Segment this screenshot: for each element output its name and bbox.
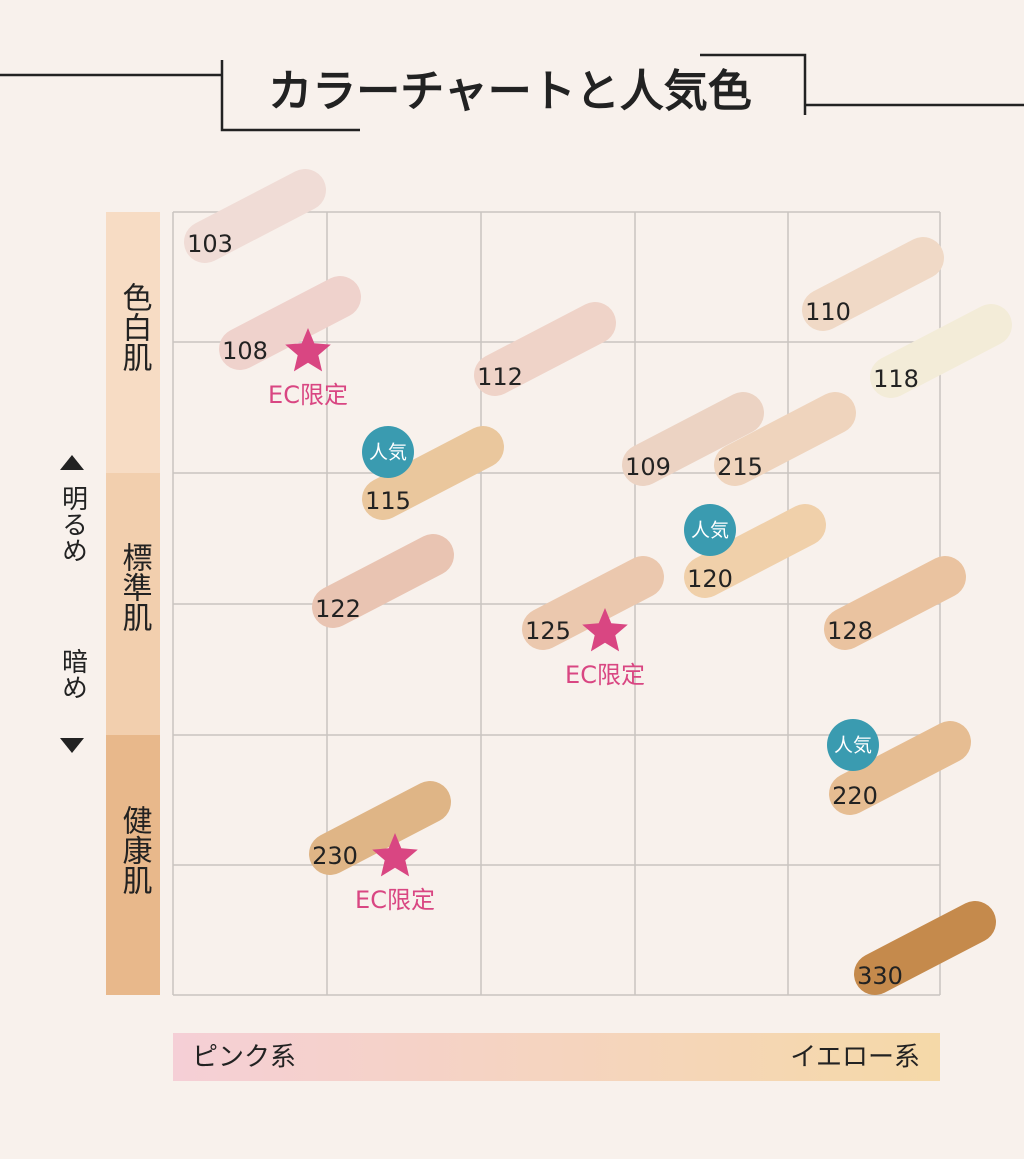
popular-badge xyxy=(684,504,736,556)
swatch xyxy=(714,392,856,486)
swatch-label: 103 xyxy=(187,230,233,258)
badge-text: 人気 xyxy=(834,735,872,757)
swatch xyxy=(829,721,971,815)
arrow-down xyxy=(60,738,84,753)
swatch xyxy=(522,556,664,650)
swatch-label: 115 xyxy=(365,487,411,515)
row-label: 標準肌 xyxy=(117,542,153,632)
swatch xyxy=(802,237,944,331)
swatch-label: 215 xyxy=(717,453,763,481)
star xyxy=(285,328,331,372)
row-label: 健康肌 xyxy=(117,805,153,895)
swatch xyxy=(824,556,966,650)
swatch-label: 120 xyxy=(687,565,733,593)
swatch xyxy=(184,169,326,263)
row-band xyxy=(106,212,160,473)
row-label: 色白肌 xyxy=(117,282,152,372)
axis-label: 暗め xyxy=(58,648,88,700)
swatch-label: 125 xyxy=(525,617,571,645)
swatch xyxy=(854,901,996,995)
badge-text: EC限定 xyxy=(268,381,348,409)
title: カラーチャートと人気色 xyxy=(268,66,752,117)
swatch-label: 128 xyxy=(827,617,873,645)
popular-badge xyxy=(827,719,879,771)
tone-bar xyxy=(173,1033,940,1081)
popular-badge xyxy=(362,426,414,478)
swatch-label: 108 xyxy=(222,337,268,365)
axis-label: ピンク系 xyxy=(192,1043,296,1073)
star xyxy=(582,608,628,652)
row-band xyxy=(106,735,160,995)
swatch xyxy=(362,426,504,520)
swatch xyxy=(622,392,764,486)
badge-text: EC限定 xyxy=(565,661,645,689)
swatch-label: 330 xyxy=(857,962,903,990)
swatch-label: 112 xyxy=(477,363,523,391)
badge-text: 人気 xyxy=(369,442,407,464)
axis-label: 明るめ xyxy=(58,485,88,563)
swatch-label: 230 xyxy=(312,842,358,870)
star xyxy=(372,833,418,877)
row-band xyxy=(106,473,160,735)
swatch-label: 110 xyxy=(805,298,851,326)
badge-text: EC限定 xyxy=(355,886,435,914)
swatch-label: 118 xyxy=(873,365,919,393)
swatch xyxy=(684,504,826,598)
swatch xyxy=(312,534,454,628)
swatch xyxy=(474,302,616,396)
title-frame xyxy=(0,53,1024,132)
axis-label: イエロー系 xyxy=(790,1043,920,1073)
swatch-label: 220 xyxy=(832,782,878,810)
swatch xyxy=(870,304,1012,398)
swatch-label: 109 xyxy=(625,453,671,481)
swatch xyxy=(219,276,361,370)
arrow-up xyxy=(60,455,84,470)
grid xyxy=(172,211,941,996)
badge-text: 人気 xyxy=(691,520,729,542)
swatch-label: 122 xyxy=(315,595,361,623)
swatch xyxy=(309,781,451,875)
